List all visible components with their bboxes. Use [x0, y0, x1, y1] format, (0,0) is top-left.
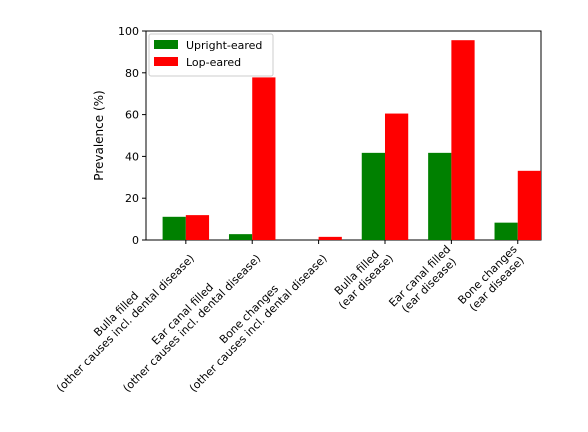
bar-upright-eared-4: [428, 152, 452, 240]
x-tick-label-text: Bone changes(ear disease): [455, 243, 529, 317]
x-axis: Bulla filled(other causes incl. dental d…: [54, 240, 529, 395]
x-tick-label-text: Ear canal filled(ear disease): [386, 243, 462, 319]
y-tick-label: 40: [125, 150, 139, 163]
bars-group: [162, 40, 541, 240]
bar-upright-eared-5: [494, 222, 518, 240]
y-tick-label: 20: [125, 192, 139, 205]
y-tick-label: 80: [125, 67, 139, 80]
y-tick-label: 100: [118, 25, 139, 38]
y-axis-label: Prevalence (%): [92, 90, 106, 180]
y-tick-label: 0: [132, 234, 139, 247]
x-tick-label: Bone changes(ear disease): [455, 243, 529, 317]
legend-label: Lop-eared: [186, 56, 241, 69]
bar-upright-eared-0: [162, 216, 186, 240]
y-tick-label: 60: [125, 109, 139, 122]
bar-lop-eared-3: [384, 113, 409, 240]
legend-swatch: [154, 57, 178, 66]
plot-frame: [145, 30, 542, 241]
bar-lop-eared-5: [517, 170, 541, 240]
bar-lop-eared-1: [252, 77, 276, 240]
x-tick-label-line: (other causes incl. dental disease): [187, 252, 330, 395]
plot-area: [145, 30, 542, 241]
bar-lop-eared-2: [318, 236, 342, 240]
legend-label: Upright-eared: [186, 39, 262, 52]
bar-upright-eared-3: [361, 152, 385, 240]
y-axis: 0 20 40 60 80 100: [118, 25, 146, 247]
x-tick-label: Ear canal filled(ear disease): [386, 243, 462, 319]
bar-lop-eared-4: [451, 40, 475, 240]
legend-box: [148, 33, 274, 77]
x-tick-label-text: Bulla filled(ear disease): [327, 243, 396, 312]
legend: Upright-eared Lop-eared: [148, 33, 274, 77]
x-tick-label: Bulla filled(ear disease): [327, 243, 396, 312]
bar-upright-eared-1: [228, 234, 253, 240]
bar-lop-eared-0: [185, 215, 210, 240]
legend-swatch: [154, 40, 178, 49]
